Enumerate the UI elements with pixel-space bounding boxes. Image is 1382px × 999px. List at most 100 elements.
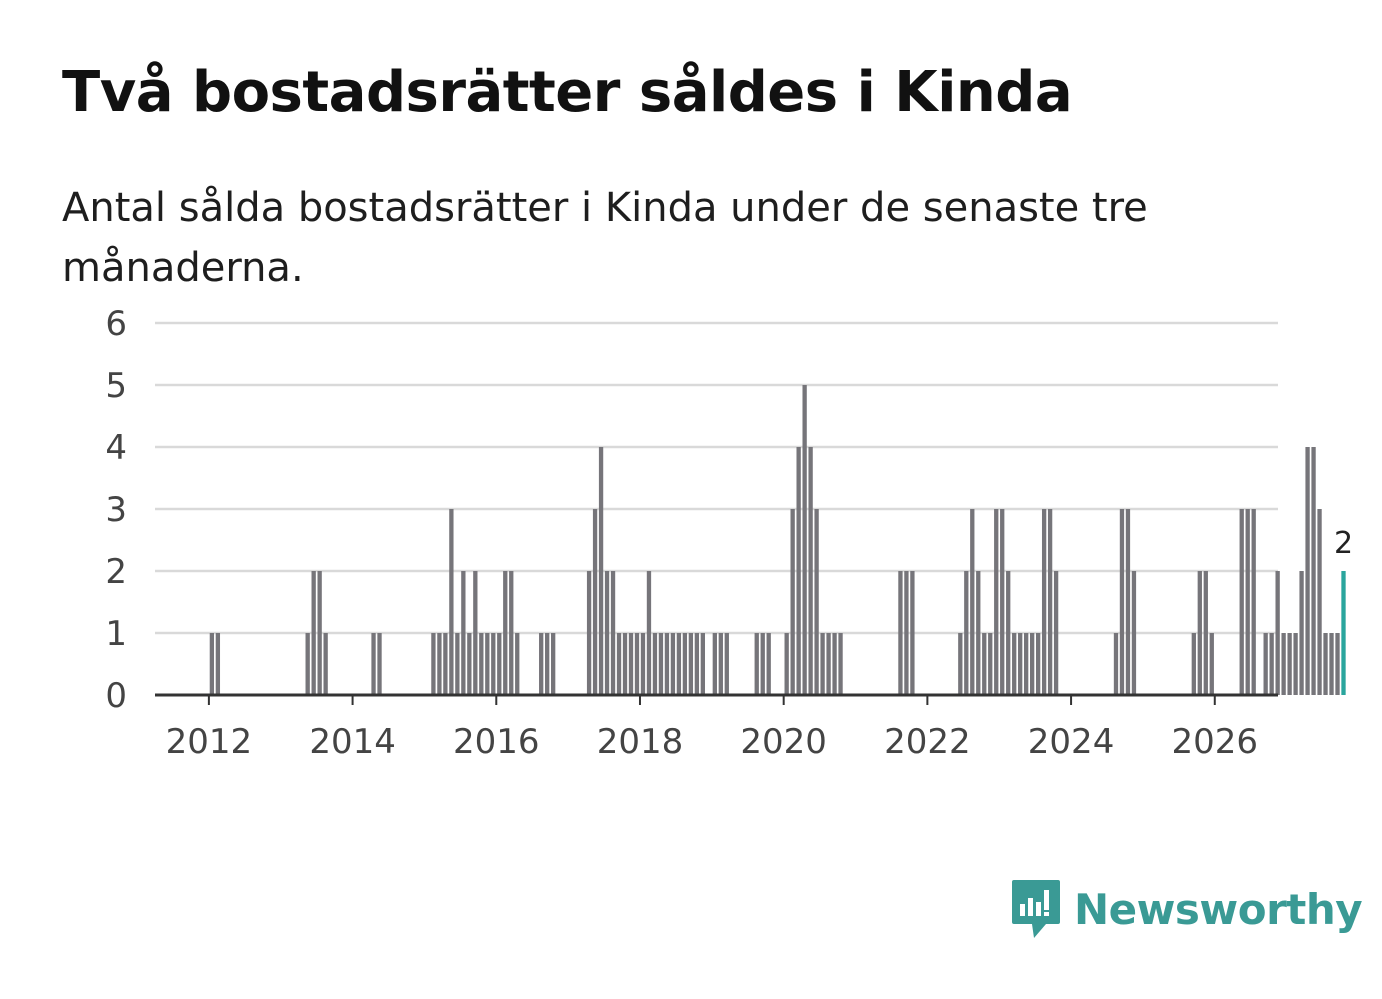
bar xyxy=(718,633,723,695)
bar xyxy=(838,633,843,695)
bar xyxy=(586,571,592,695)
bar xyxy=(994,509,999,695)
newsworthy-logo-text: Newsworthy xyxy=(1074,884,1363,934)
bar xyxy=(473,571,478,695)
data-label: 2 xyxy=(1334,526,1353,561)
y-axis-ticks: 0 1 2 3 4 5 6 xyxy=(105,304,127,716)
x-tick-label: 2014 xyxy=(309,722,396,762)
x-tick-label: 2012 xyxy=(166,722,253,762)
x-tick-label: 2020 xyxy=(740,722,827,762)
bar xyxy=(604,571,610,695)
bar xyxy=(592,509,598,695)
bar xyxy=(796,447,801,695)
y-tick-label: 6 xyxy=(105,304,127,344)
bar xyxy=(305,633,310,695)
bars xyxy=(209,385,1346,695)
bar xyxy=(616,633,622,695)
y-tick-label: 0 xyxy=(105,676,127,716)
bar xyxy=(784,633,789,695)
bar xyxy=(455,633,460,695)
bar xyxy=(1293,633,1298,695)
bar xyxy=(443,633,448,695)
bar xyxy=(1287,633,1292,695)
bar xyxy=(904,571,909,695)
bar xyxy=(646,571,652,695)
bar xyxy=(964,571,969,695)
bar xyxy=(431,633,436,695)
bar xyxy=(551,633,556,695)
bar xyxy=(1329,633,1334,695)
bar xyxy=(1239,509,1244,695)
bar xyxy=(1024,633,1029,695)
bar xyxy=(509,571,514,695)
bar xyxy=(1335,633,1340,695)
x-tick-label: 2016 xyxy=(453,722,540,762)
bar xyxy=(682,633,688,695)
bar xyxy=(461,571,466,695)
bar xyxy=(485,633,490,695)
bar xyxy=(209,633,215,695)
bar xyxy=(1035,633,1041,695)
bar xyxy=(215,633,221,695)
newsworthy-logo[interactable]: Newsworthy xyxy=(1010,878,1363,940)
bar xyxy=(1251,509,1256,695)
bar xyxy=(1245,509,1250,695)
bar xyxy=(503,571,508,695)
bar xyxy=(1047,509,1053,695)
bar xyxy=(1012,633,1017,695)
data-labels: 2 xyxy=(1334,526,1353,561)
bar xyxy=(1018,633,1023,695)
bar xyxy=(1323,633,1328,695)
y-tick-label: 4 xyxy=(105,428,127,468)
x-tick-label: 2024 xyxy=(1028,722,1115,762)
bar xyxy=(958,633,963,695)
bar xyxy=(317,571,322,695)
bar-highlight xyxy=(1341,571,1346,695)
bar xyxy=(832,633,837,695)
bar xyxy=(802,385,807,695)
bar xyxy=(814,509,819,695)
bar xyxy=(1275,571,1280,695)
bar xyxy=(1305,447,1310,695)
bar xyxy=(610,571,616,695)
bar xyxy=(724,633,729,695)
x-axis-ticks: 2012 2014 2016 2018 2020 2022 2024 2026 xyxy=(166,695,1258,762)
chart-subtitle: Antal sålda bostadsrätter i Kinda under … xyxy=(62,185,1148,291)
bar xyxy=(982,633,987,695)
newsworthy-logo-icon xyxy=(1012,880,1060,938)
bar xyxy=(898,571,903,695)
bar xyxy=(449,509,454,695)
bar xyxy=(754,633,759,695)
bar xyxy=(640,633,646,695)
bar xyxy=(634,633,640,695)
bar xyxy=(1269,633,1274,695)
bar xyxy=(323,633,328,695)
bar xyxy=(1299,571,1304,695)
y-tick-label: 1 xyxy=(105,614,127,654)
bar xyxy=(820,633,825,695)
bar xyxy=(545,633,550,695)
bar xyxy=(377,633,382,695)
bar xyxy=(976,571,981,695)
bar xyxy=(1263,633,1268,695)
bar xyxy=(497,633,502,695)
bar xyxy=(467,633,472,695)
bar xyxy=(539,633,544,695)
bar xyxy=(371,633,376,695)
gridlines xyxy=(155,321,1278,635)
chart-title: Två bostadsrätter såldes i Kinda xyxy=(62,60,1073,125)
y-tick-label: 5 xyxy=(105,366,127,406)
bar xyxy=(1030,633,1035,695)
bar xyxy=(598,447,604,695)
bar xyxy=(479,633,484,695)
bar xyxy=(1041,509,1047,695)
bar xyxy=(970,509,975,695)
y-tick-label: 2 xyxy=(105,552,127,592)
bar xyxy=(622,633,628,695)
bar xyxy=(1125,509,1131,695)
bar xyxy=(790,509,795,695)
bar xyxy=(1006,571,1011,695)
bar xyxy=(1131,571,1137,695)
bar xyxy=(1197,571,1202,695)
bar xyxy=(760,633,765,695)
